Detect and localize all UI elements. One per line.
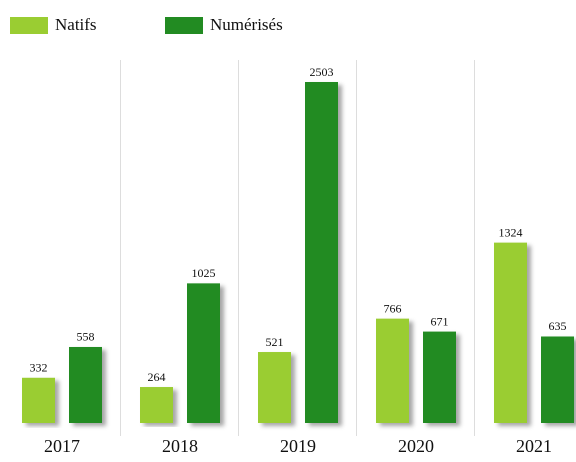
separators — [120, 60, 475, 436]
value-label: 332 — [30, 361, 48, 375]
x-tick-label: 2021 — [516, 436, 552, 456]
value-label: 264 — [148, 370, 166, 384]
bar — [187, 283, 220, 423]
value-label: 521 — [266, 335, 284, 349]
x-tick-label: 2018 — [162, 436, 198, 456]
bar — [258, 352, 291, 423]
value-label: 2503 — [310, 65, 334, 79]
bar — [305, 82, 338, 423]
value-label: 635 — [549, 319, 567, 333]
bar — [22, 377, 55, 423]
legend-swatch — [10, 17, 48, 34]
x-tick-label: 2020 — [398, 436, 434, 456]
value-label: 766 — [384, 301, 402, 315]
x-tick-label: 2019 — [280, 436, 316, 456]
bar — [423, 331, 456, 423]
bar — [541, 336, 574, 423]
bar — [376, 318, 409, 423]
value-label: 1324 — [499, 225, 523, 239]
legend-label: Numérisés — [210, 15, 283, 34]
legend-label: Natifs — [55, 15, 97, 34]
bar — [140, 387, 173, 423]
legend-swatch — [165, 17, 203, 34]
bar — [69, 346, 102, 423]
x-tick-label: 2017 — [44, 436, 80, 456]
value-label: 1025 — [192, 266, 216, 280]
value-label: 558 — [77, 330, 95, 344]
value-label: 671 — [431, 314, 449, 328]
bar — [494, 242, 527, 423]
